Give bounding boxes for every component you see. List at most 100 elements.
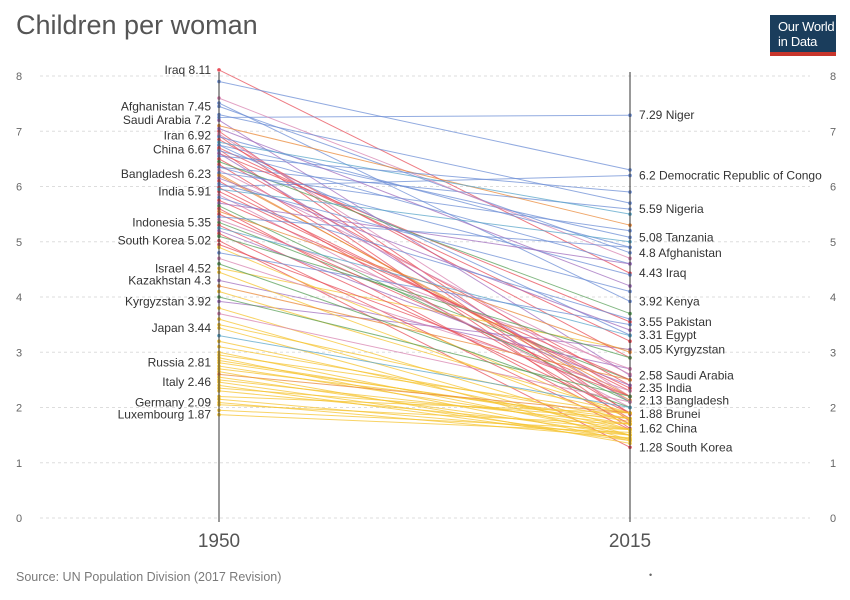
series-segment[interactable] bbox=[218, 373, 631, 414]
series-segment[interactable] bbox=[218, 216, 631, 248]
y-tick-label: 6 bbox=[16, 182, 22, 194]
series-line[interactable] bbox=[217, 185, 632, 393]
label-1950: Iraq 8.11 bbox=[165, 63, 212, 77]
series-segment[interactable] bbox=[218, 125, 631, 226]
series-segment[interactable] bbox=[218, 384, 631, 442]
series-segment[interactable] bbox=[218, 197, 631, 320]
series-segment[interactable] bbox=[218, 166, 631, 276]
series-segment[interactable] bbox=[218, 340, 631, 431]
series-line[interactable] bbox=[217, 113, 632, 120]
y-tick-label: 3 bbox=[830, 347, 836, 359]
series-segment[interactable] bbox=[218, 147, 631, 342]
series-segment[interactable] bbox=[218, 202, 631, 265]
series-lines[interactable] bbox=[217, 68, 632, 450]
series-segment[interactable] bbox=[218, 235, 631, 359]
y-tick-label: 4 bbox=[830, 292, 836, 304]
label-2015: 3.55 Pakistan bbox=[639, 315, 712, 329]
series-segment[interactable] bbox=[218, 81, 631, 171]
label-1950: Germany 2.09 bbox=[135, 396, 211, 410]
series-line[interactable] bbox=[217, 397, 632, 437]
series-segment[interactable] bbox=[218, 395, 631, 414]
series-segment[interactable] bbox=[218, 119, 631, 376]
series-segment[interactable] bbox=[218, 69, 631, 274]
series-segment[interactable] bbox=[218, 173, 631, 401]
series-line[interactable] bbox=[217, 170, 632, 233]
label-1950: Luxembourg 1.87 bbox=[118, 408, 212, 422]
series-line[interactable] bbox=[217, 195, 632, 321]
series-segment[interactable] bbox=[218, 114, 631, 204]
label-2015: 4.8 Afghanistan bbox=[639, 246, 722, 260]
series-segment[interactable] bbox=[218, 139, 631, 359]
series-segment[interactable] bbox=[218, 267, 631, 351]
series-segment[interactable] bbox=[218, 263, 631, 408]
logo-line-2: in Data bbox=[778, 34, 818, 49]
series-segment[interactable] bbox=[218, 324, 631, 414]
y-axis-right: 0 1 2 3 4 5 6 7 8 bbox=[830, 71, 836, 525]
owid-logo[interactable]: Our World in Data bbox=[770, 15, 836, 56]
label-2015: 7.29 Niger bbox=[639, 108, 694, 122]
label-2015: 6.2 Democratic Republic of Congo bbox=[639, 168, 822, 182]
y-tick-label: 1 bbox=[16, 458, 22, 470]
label-2015: 4.43 Iraq bbox=[639, 266, 686, 280]
series-segment[interactable] bbox=[218, 257, 631, 392]
series-segment[interactable] bbox=[218, 252, 631, 326]
series-segment[interactable] bbox=[218, 188, 631, 243]
label-1950: South Korea 5.02 bbox=[118, 234, 212, 248]
series-segment[interactable] bbox=[218, 390, 631, 431]
point-1950[interactable] bbox=[217, 68, 221, 72]
series-segment[interactable] bbox=[218, 398, 631, 436]
logo-bar bbox=[770, 52, 836, 56]
series-segment[interactable] bbox=[218, 180, 631, 419]
y-tick-label: 2 bbox=[830, 403, 836, 415]
series-segment[interactable] bbox=[218, 144, 631, 238]
series-segment[interactable] bbox=[218, 285, 631, 381]
label-2015: 3.05 Kyrgyzstan bbox=[639, 342, 725, 356]
x-tick-2015: 2015 bbox=[609, 531, 651, 552]
y-tick-label: 5 bbox=[16, 237, 22, 249]
series-segment[interactable] bbox=[218, 205, 631, 403]
series-segment[interactable] bbox=[218, 183, 631, 292]
series-segment[interactable] bbox=[218, 177, 631, 331]
series-segment[interactable] bbox=[218, 150, 631, 265]
series-segment[interactable] bbox=[218, 271, 631, 425]
series-segment[interactable] bbox=[218, 318, 631, 436]
series-segment[interactable] bbox=[218, 219, 631, 370]
series-segment[interactable] bbox=[218, 409, 631, 431]
series-segment[interactable] bbox=[218, 296, 631, 397]
series-segment[interactable] bbox=[218, 155, 631, 193]
series-segment[interactable] bbox=[218, 102, 631, 302]
series-line[interactable] bbox=[217, 140, 632, 216]
series-segment[interactable] bbox=[218, 290, 631, 414]
series-segment[interactable] bbox=[218, 313, 631, 403]
series-segment[interactable] bbox=[218, 354, 631, 414]
series-segment[interactable] bbox=[218, 133, 631, 397]
series-segment[interactable] bbox=[218, 379, 631, 425]
series-line[interactable] bbox=[217, 375, 632, 437]
series-segment[interactable] bbox=[218, 404, 631, 425]
series-segment[interactable] bbox=[218, 135, 631, 422]
series-line[interactable] bbox=[217, 171, 632, 403]
series-line[interactable] bbox=[217, 299, 632, 352]
series-segment[interactable] bbox=[218, 141, 631, 215]
series-segment[interactable] bbox=[218, 335, 631, 408]
chart-title: Children per woman bbox=[16, 10, 258, 40]
series-segment[interactable] bbox=[218, 114, 631, 118]
series-segment[interactable] bbox=[218, 187, 631, 392]
series-segment[interactable] bbox=[218, 240, 631, 448]
series-segment[interactable] bbox=[218, 300, 631, 350]
series-line[interactable] bbox=[217, 386, 632, 421]
series-segment[interactable] bbox=[218, 387, 631, 420]
series-segment[interactable] bbox=[218, 199, 631, 381]
series-segment[interactable] bbox=[218, 172, 631, 232]
series-segment[interactable] bbox=[218, 227, 631, 337]
source-note[interactable]: Source: UN Population Division (2017 Rev… bbox=[16, 570, 282, 584]
y-tick-label: 2 bbox=[16, 403, 22, 415]
label-2015: 5.08 Tanzania bbox=[639, 230, 714, 244]
series-line[interactable] bbox=[217, 181, 632, 294]
series-segment[interactable] bbox=[218, 136, 631, 248]
series-segment[interactable] bbox=[218, 233, 631, 431]
series-line[interactable] bbox=[217, 408, 632, 432]
series-segment[interactable] bbox=[218, 244, 631, 397]
series-segment[interactable] bbox=[218, 144, 631, 336]
series-segment[interactable] bbox=[218, 152, 631, 403]
